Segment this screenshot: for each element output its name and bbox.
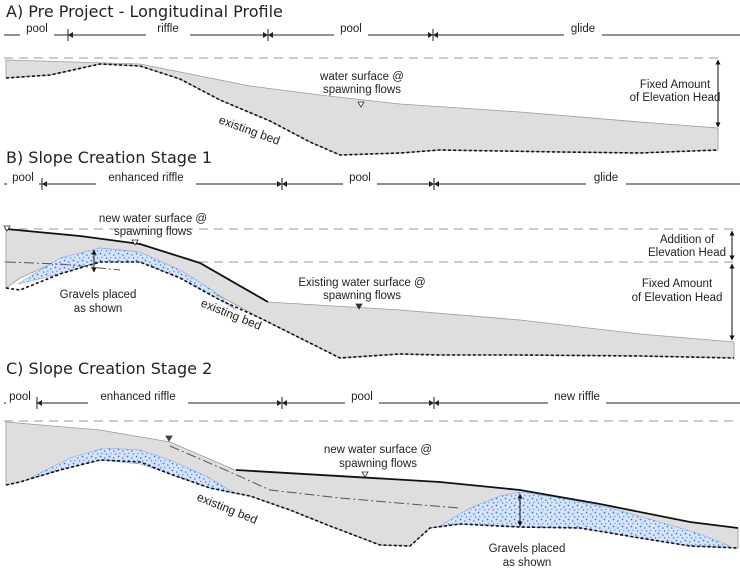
panel-b: B) Slope Creation Stage 1 pool enhanced …	[3, 148, 740, 359]
segment-label: glide	[571, 23, 595, 35]
new-water-surface-marker	[361, 471, 369, 478]
gravel-label-line1: Gravels placed	[60, 289, 137, 301]
addition-head-label-line1: Addition of	[660, 234, 715, 246]
existing-bed-line	[5, 261, 735, 359]
segment-label: pool	[340, 23, 362, 35]
new-water-surface-line	[235, 469, 739, 529]
existing-bed-line	[5, 459, 739, 549]
water-surface-label-line1: water surface @	[319, 71, 404, 83]
segment-label: pool	[349, 172, 371, 184]
segment-label: enhanced riffle	[100, 391, 175, 403]
segment-label: enhanced riffle	[108, 172, 183, 184]
segment-label: new riffle	[554, 391, 600, 403]
head-label-line2: of Elevation Head	[630, 92, 721, 104]
panel-b-segment-bar: pool enhanced riffle pool glide	[4, 171, 740, 190]
gravel-label-line2: as shown	[74, 303, 123, 315]
addition-head-label-line2: Elevation Head	[648, 247, 726, 259]
old-water-surface-marker	[165, 435, 173, 442]
panel-c: C) Slope Creation Stage 2 pool enhanced …	[4, 359, 740, 569]
water-surface-marker	[357, 101, 365, 108]
gravel-placement-riffle	[29, 447, 237, 495]
new-water-surface-label-line1: new water surface @	[99, 213, 207, 225]
panel-a-segment-bar: pool riffle pool glide	[4, 22, 740, 41]
water-surface-marker	[3, 225, 11, 232]
segment-label: glide	[594, 172, 618, 184]
gravel-label-line2: as shown	[503, 557, 552, 569]
old-water-surface-line	[169, 445, 461, 509]
existing-water-surface-label-line1: Existing water surface @	[298, 277, 425, 289]
panel-a: A) Pre Project - Longitudinal Profile po…	[4, 2, 740, 156]
new-water-surface-line	[5, 228, 269, 303]
panel-c-title: C) Slope Creation Stage 2	[6, 359, 212, 378]
water-surface-label-line2: spawning flows	[323, 84, 401, 96]
segment-label: pool	[12, 172, 34, 184]
panel-b-title: B) Slope Creation Stage 1	[6, 148, 212, 167]
panel-a-title: A) Pre Project - Longitudinal Profile	[6, 2, 283, 21]
new-water-surface-label-line1: new water surface @	[324, 444, 432, 456]
new-water-surface-label-line2: spawning flows	[114, 226, 192, 238]
fixed-head-label-line2: of Elevation Head	[632, 292, 723, 304]
existing-water-surface-label-line2: spawning flows	[323, 290, 401, 302]
segment-label: pool	[26, 23, 48, 35]
new-water-surface-label-line2: spawning flows	[339, 458, 417, 470]
fixed-head-label-line1: Fixed Amount	[642, 278, 713, 290]
panel-c-segment-bar: pool enhanced riffle pool new riffle	[4, 390, 740, 409]
segment-label: pool	[9, 391, 31, 403]
new-water-surface-marker	[131, 239, 139, 246]
gravel-label-line1: Gravels placed	[489, 543, 566, 555]
head-label-line1: Fixed Amount	[640, 79, 711, 91]
old-water-surface-line	[5, 261, 121, 271]
existing-water-surface-marker	[355, 303, 363, 310]
segment-label: riffle	[157, 23, 179, 35]
segment-label: pool	[351, 391, 373, 403]
